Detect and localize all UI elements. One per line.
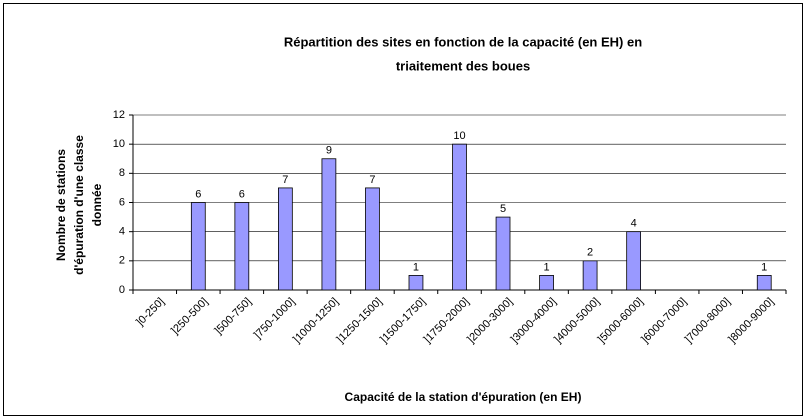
chart-border	[3, 3, 803, 416]
data-label: 1	[544, 261, 550, 273]
bar	[495, 216, 511, 291]
data-label: 9	[326, 145, 332, 157]
data-label: 5	[500, 203, 506, 215]
y-axis-title-line: Nombre de stations	[54, 149, 68, 261]
y-tick-label: 0	[119, 284, 125, 296]
y-axis-title-line: donnée	[90, 183, 104, 226]
y-tick-label: 8	[119, 167, 125, 179]
y-tick-label: 6	[119, 196, 125, 208]
y-tick-label: 4	[119, 226, 125, 238]
data-label: 4	[631, 218, 637, 230]
bar	[582, 260, 598, 291]
data-label: 7	[369, 174, 375, 186]
data-label: 1	[761, 261, 767, 273]
data-label: 1	[413, 261, 419, 273]
data-label: 10	[453, 130, 465, 142]
bar	[756, 275, 772, 291]
bar	[626, 231, 641, 291]
chart-title: Répartition des sites en fonction de la …	[284, 34, 642, 49]
data-label: 6	[195, 188, 201, 200]
data-label: 6	[239, 188, 245, 200]
data-label: 2	[587, 247, 593, 259]
y-axis-title: Nombre de stations d'épuration d'une cla…	[54, 135, 104, 275]
chart-title: triaitement des boues	[396, 58, 530, 73]
bar	[234, 202, 250, 291]
y-axis-title-line: d'épuration d'une classe	[72, 135, 86, 275]
bar	[408, 275, 424, 291]
y-tick-label: 10	[113, 138, 125, 150]
bar	[278, 187, 293, 291]
bar	[365, 187, 380, 291]
x-axis-title: Capacité de la station d'épuration (en E…	[345, 390, 582, 404]
data-label: 7	[282, 174, 288, 186]
y-tick-label: 12	[113, 109, 125, 121]
bar	[539, 275, 554, 291]
bar	[190, 202, 206, 291]
bar	[452, 143, 467, 291]
bar	[321, 158, 337, 291]
y-tick-label: 2	[119, 255, 125, 267]
